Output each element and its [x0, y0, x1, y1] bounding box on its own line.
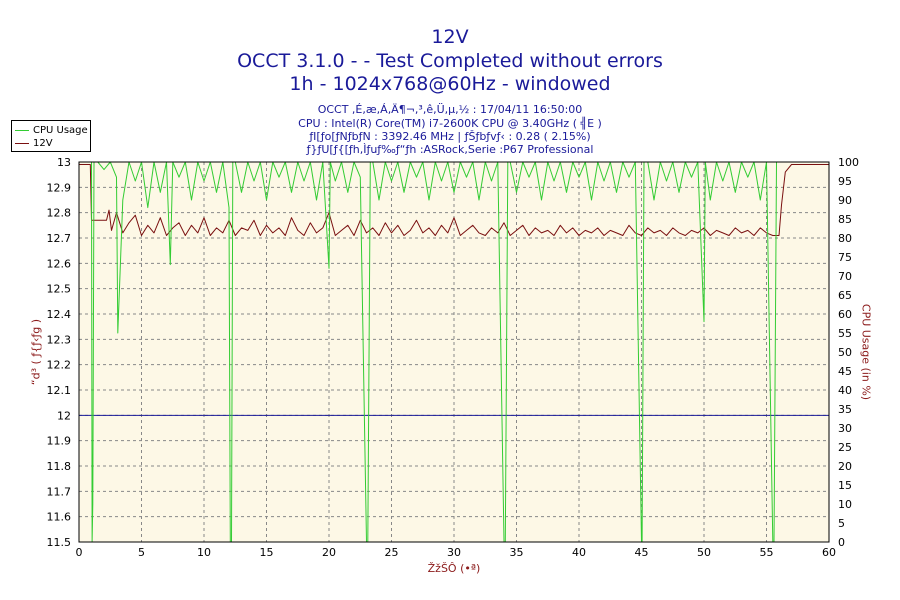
info-line-date: OCCT ,É,æ,Á,Ä¶¬,³,ê,Ü,µ,½ : 17/04/11 16:… [317, 103, 583, 116]
x-tick-label: 35 [510, 546, 524, 559]
y-tick-label-right: 85 [838, 213, 852, 226]
y-tick-label-right: 10 [838, 498, 852, 511]
x-tick-label: 20 [322, 546, 336, 559]
y-tick-label-right: 0 [838, 536, 845, 549]
y-tick-label-right: 30 [838, 422, 852, 435]
y-tick-label-left: 12.6 [47, 257, 72, 270]
y-tick-label-right: 75 [838, 251, 852, 264]
chart-subtitle: OCCT 3.1.0 - - Test Completed without er… [237, 50, 663, 72]
y-tick-label-right: 70 [838, 270, 852, 283]
legend-swatch-cpu [15, 129, 29, 131]
y-tick-label-left: 12.8 [47, 207, 72, 220]
y-tick-label-right: 25 [838, 441, 852, 454]
y-tick-label-right: 35 [838, 403, 852, 416]
y-tick-label-left: 12.5 [47, 283, 72, 296]
y-tick-label-right: 60 [838, 308, 852, 321]
y-tick-label-left: 11.8 [47, 460, 72, 473]
y-tick-label-left: 13 [57, 156, 71, 169]
x-tick-label: 60 [822, 546, 836, 559]
x-tick-label: 40 [572, 546, 586, 559]
legend-item-cpu: CPU Usage [15, 124, 88, 136]
x-tick-label: 50 [697, 546, 711, 559]
info-line-clock: ƒI[ƒo[ƒNƒbƒN : 3392.46 MHz | ƒŠƒbƒvƒ‹ : … [309, 130, 591, 143]
y-tick-label-right: 15 [838, 479, 852, 492]
y-tick-label-right: 95 [838, 175, 852, 188]
plot-area [79, 162, 829, 542]
y-tick-label-left: 12 [57, 409, 71, 422]
series-line-12v [79, 164, 829, 236]
legend-item-12v: 12V [15, 137, 53, 149]
y-tick-label-left: 11.9 [47, 435, 72, 448]
chart-subtitle-2: 1h - 1024x768@60Hz - windowed [289, 73, 611, 95]
y-tick-label-right: 20 [838, 460, 852, 473]
y-tick-label-left: 11.7 [47, 485, 72, 498]
y-tick-label-left: 12.7 [47, 232, 72, 245]
chart-legend: CPU Usage 12V [11, 120, 91, 152]
x-tick-label: 5 [138, 546, 145, 559]
x-tick-label: 45 [635, 546, 649, 559]
series-line-cpu-usage [79, 161, 829, 543]
chart-title: 12V [431, 26, 469, 48]
plot-border [78, 161, 830, 543]
y-tick-label-right: 100 [838, 156, 859, 169]
y-tick-label-right: 90 [838, 194, 852, 207]
legend-label-cpu: CPU Usage [33, 124, 88, 136]
x-tick-label: 10 [197, 546, 211, 559]
y-tick-label-right: 65 [838, 289, 852, 302]
y-tick-label-right: 55 [838, 327, 852, 340]
y-tick-label-right: 50 [838, 346, 852, 359]
x-axis-label: ŽžŠÔ (•ª) [428, 562, 481, 575]
y-tick-label-right: 5 [838, 517, 845, 530]
y-tick-label-left: 12.4 [47, 308, 72, 321]
x-tick-label: 25 [385, 546, 399, 559]
x-tick-label: 55 [760, 546, 774, 559]
x-tick-label: 15 [260, 546, 274, 559]
y-tick-label-right: 40 [838, 384, 852, 397]
y-tick-label-left: 12.2 [47, 359, 72, 372]
info-line-cpu: CPU : Intel(R) Core(TM) i7-2600K CPU @ 3… [298, 117, 602, 130]
legend-label-12v: 12V [33, 137, 53, 149]
y-tick-label-right: 45 [838, 365, 852, 378]
y-tick-label-left: 12.3 [47, 333, 72, 346]
info-line-board: ƒ}ƒU[ƒ{[ƒh,Ìƒuƒ‰ƒ“ƒh :ASRock,Serie :P67 … [306, 143, 594, 156]
x-tick-label: 0 [76, 546, 83, 559]
legend-swatch-12v [15, 142, 29, 144]
y-tick-label-left: 11.5 [47, 536, 72, 549]
y-tick-label-right: 80 [838, 232, 852, 245]
x-tick-label: 30 [447, 546, 461, 559]
y-tick-label-left: 12.9 [47, 181, 72, 194]
y-tick-label-left: 12.1 [47, 384, 72, 397]
y-tick-label-left: 11.6 [47, 511, 72, 524]
